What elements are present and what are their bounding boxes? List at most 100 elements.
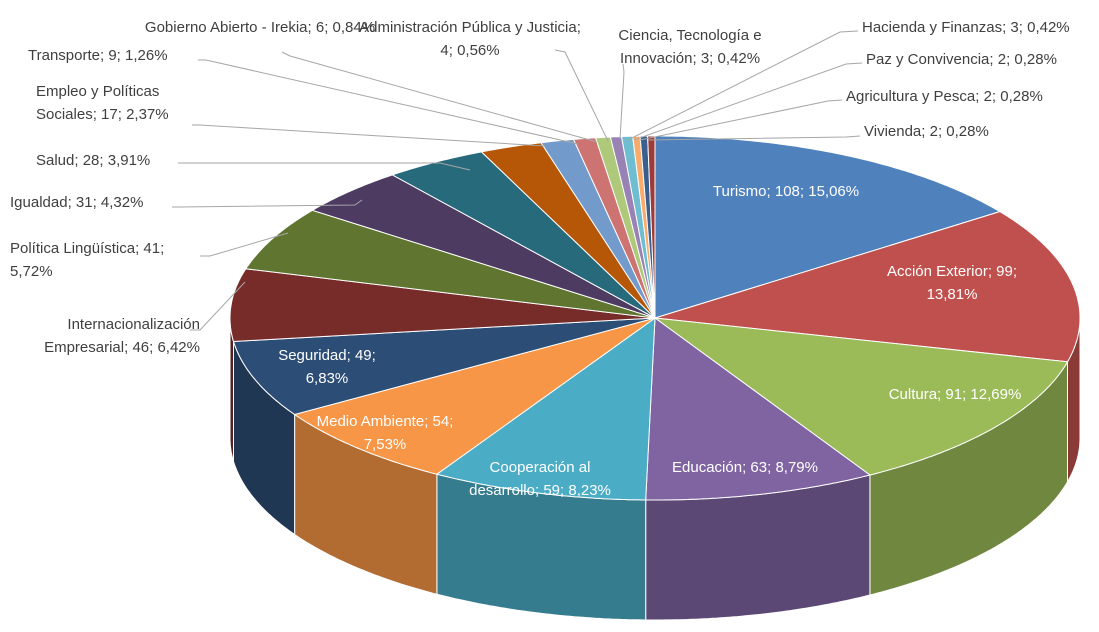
label-separator: ; xyxy=(67,194,76,211)
label-value: 2; 0,28% xyxy=(983,88,1043,105)
label-separator: ; xyxy=(99,47,109,64)
data-label: Internacionalización Empresarial; 46; 6,… xyxy=(10,313,200,359)
slice xyxy=(653,317,1069,476)
data-label: Agricultura y Pesca; 2; 0,28% xyxy=(846,85,1086,108)
leader-line xyxy=(619,63,625,140)
leader-line xyxy=(639,99,843,141)
data-label: Administración Pública y Justicia; 4; 0,… xyxy=(355,16,585,62)
slice xyxy=(654,135,1002,319)
label-value: 31; 4,32% xyxy=(75,194,144,211)
label-value: 3; 0,42% xyxy=(1010,19,1070,36)
label-separator: ; xyxy=(576,19,581,36)
data-label: Igualdad; 31; 4,32% xyxy=(10,191,180,214)
data-label: Seguridad; 49; 6,83% xyxy=(272,344,382,390)
label-separator: ; xyxy=(135,240,144,257)
slice xyxy=(229,268,656,343)
data-label: Política Lingüística; 41; 5,72% xyxy=(10,237,200,283)
leader-line xyxy=(178,162,471,171)
label-value: 41; 5,72% xyxy=(10,240,165,280)
data-label: Empleo y Políticas Sociales; 17; 2,37% xyxy=(36,80,206,126)
slice xyxy=(540,138,656,319)
label-category: Salud xyxy=(36,152,75,169)
leader-line xyxy=(647,135,861,141)
slice xyxy=(654,211,1081,363)
label-value: 4; 0,56% xyxy=(440,42,500,59)
slice xyxy=(391,151,656,319)
data-label: Medio Ambiente; 54; 7,53% xyxy=(295,410,475,456)
label-category: Educación xyxy=(672,459,743,476)
leader-line xyxy=(192,124,546,147)
label-category: Turismo xyxy=(712,183,767,200)
label-category: Agricultura y Pesca xyxy=(846,88,976,105)
leader-line xyxy=(200,232,289,257)
label-separator: ; xyxy=(742,459,751,476)
label-separator: ; xyxy=(92,106,102,123)
label-value: 108; 15,06% xyxy=(774,183,860,200)
label-value: 49; 6,83% xyxy=(305,347,376,387)
label-separator: ; xyxy=(534,482,544,499)
label-separator: ; xyxy=(766,183,775,200)
leader-line xyxy=(190,281,246,331)
data-label: Ciencia, Tecnología e Innovación; 3; 0,4… xyxy=(595,24,785,70)
label-category: Seguridad xyxy=(278,347,347,364)
data-label: Paz y Convivencia; 2; 0,28% xyxy=(866,48,1096,71)
slice xyxy=(647,135,656,319)
label-value: 46; 6,42% xyxy=(132,339,200,356)
slice xyxy=(435,316,656,501)
label-value: 3; 0,42% xyxy=(700,50,761,67)
label-separator: ; xyxy=(307,19,316,36)
leader-line xyxy=(633,62,863,141)
data-label: Turismo; 108; 15,06% xyxy=(686,180,886,203)
label-separator: ; xyxy=(975,88,984,105)
data-label: Vivienda; 2; 0,28% xyxy=(864,120,1064,143)
label-separator: ; xyxy=(424,413,433,430)
slice xyxy=(480,142,656,319)
label-separator: ; xyxy=(692,50,701,67)
label-value: 28; 3,91% xyxy=(82,152,151,169)
leader-line xyxy=(172,199,363,208)
label-category: Vivienda xyxy=(864,123,922,140)
leader-line xyxy=(281,51,598,143)
label-value: 6; 0,84% xyxy=(315,19,376,36)
label-category: Hacienda y Finanzas xyxy=(862,19,1003,36)
slice xyxy=(293,317,656,475)
label-value: 63; 8,79% xyxy=(750,459,818,476)
data-label: Salud; 28; 3,91% xyxy=(36,149,186,172)
label-category: Acción Exterior xyxy=(886,263,988,280)
label-separator: ; xyxy=(987,263,997,280)
label-separator: ; xyxy=(124,339,133,356)
slice xyxy=(645,317,872,501)
data-label: Educación; 63; 8,79% xyxy=(645,456,845,479)
label-category: Paz y Convivencia xyxy=(866,51,990,68)
label-value: 2; 0,28% xyxy=(929,123,989,140)
label-category: Política Lingüística xyxy=(10,240,136,257)
leader-line xyxy=(198,59,579,145)
label-value: 59; 8,23% xyxy=(543,482,611,499)
leader-line xyxy=(627,30,859,141)
label-separator: ; xyxy=(989,51,998,68)
slice xyxy=(311,174,656,319)
slice xyxy=(244,209,656,319)
label-category: Medio Ambiente xyxy=(316,413,425,430)
data-label: Gobierno Abierto - Irekia; 6; 0,84% xyxy=(140,16,380,39)
label-value: 17; 2,37% xyxy=(101,106,169,123)
leader-line xyxy=(554,49,609,142)
label-category: Administración Pública y Justicia xyxy=(359,19,577,36)
data-label: Hacienda y Finanzas; 3; 0,42% xyxy=(862,16,1092,39)
label-value: 91; 12,69% xyxy=(945,386,1022,403)
slice xyxy=(232,317,656,416)
label-value: 9; 1,26% xyxy=(108,47,168,64)
label-value: 2; 0,28% xyxy=(997,51,1057,68)
label-category: Ciencia, Tecnología e Innovación xyxy=(618,27,762,67)
label-separator: ; xyxy=(937,386,946,403)
data-label: Cultura; 91; 12,69% xyxy=(855,383,1055,406)
label-category: Transporte xyxy=(28,47,100,64)
label-category: Cultura xyxy=(888,386,938,403)
label-value: 99; 13,81% xyxy=(926,263,1018,303)
label-value: 54; 7,53% xyxy=(363,413,454,453)
data-label: Acción Exterior; 99; 13,81% xyxy=(862,260,1042,306)
label-category: Igualdad xyxy=(10,194,68,211)
label-separator: ; xyxy=(921,123,930,140)
